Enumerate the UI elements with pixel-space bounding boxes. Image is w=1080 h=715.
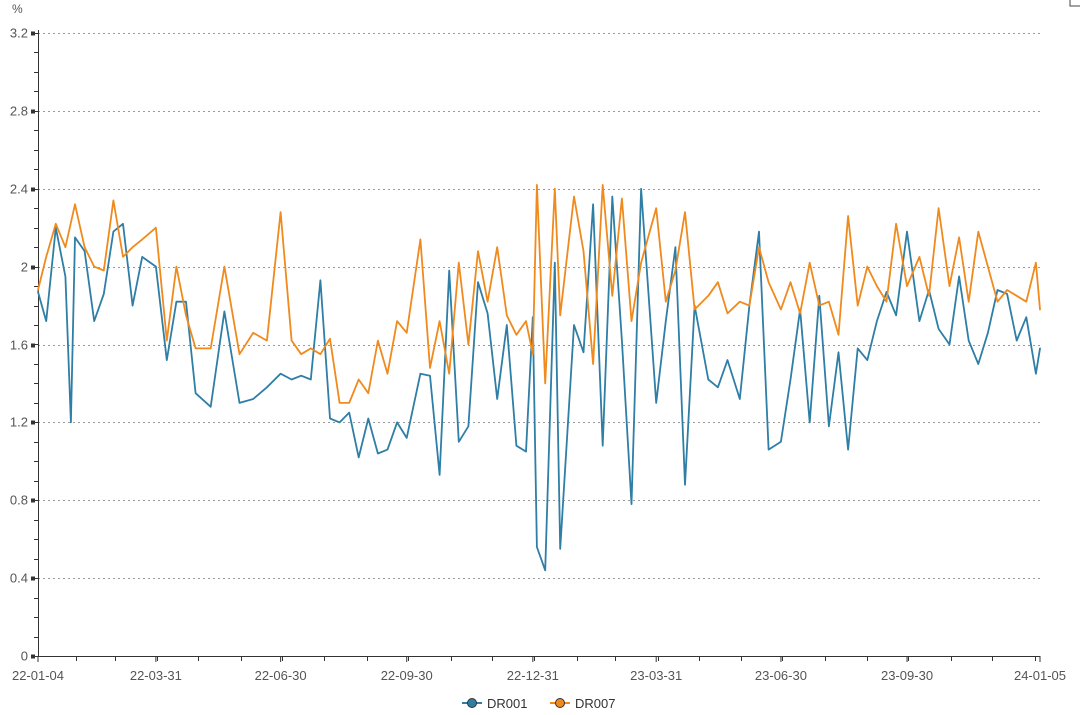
- x-tick-label: 23-06-30: [755, 668, 807, 683]
- corner-box-icon: [1069, 0, 1080, 7]
- legend-label: DR001: [487, 696, 527, 711]
- axes: 0 0.4 0.8 1.2 1.6 2 2.4 2.8 3.2 22-01-04 22-03-31 2…: [10, 26, 1066, 684]
- legend-item-dr007[interactable]: DR007: [550, 696, 615, 711]
- y-tick-label: 2: [21, 260, 28, 275]
- y-tick-label: 1.2: [10, 415, 28, 430]
- y-tick-marker: [31, 420, 35, 425]
- y-tick-marker: [31, 498, 35, 503]
- y-tick-label: 2.8: [10, 104, 28, 119]
- series-lines: [37, 183, 1041, 572]
- x-tick-label: 23-09-30: [881, 668, 933, 683]
- legend-marker-icon: [555, 698, 565, 708]
- y-tick-marker: [31, 109, 35, 114]
- x-tick-label: 22-03-31: [130, 668, 182, 683]
- y-tick-label: 3.2: [10, 26, 28, 41]
- legend[interactable]: DR001 DR007: [462, 696, 615, 711]
- legend-item-dr001[interactable]: DR001: [462, 696, 527, 711]
- y-tick-marker: [31, 343, 35, 348]
- legend-marker-icon: [467, 698, 477, 708]
- x-tick-label: 23-03-31: [630, 668, 682, 683]
- y-tick-label: 0.4: [10, 571, 28, 586]
- series-line-dr007: [37, 183, 1041, 404]
- y-tick-marker: [31, 31, 35, 36]
- y-tick-label: 2.4: [10, 182, 28, 197]
- y-tick-label: 0.8: [10, 493, 28, 508]
- x-tick-label: 22-09-30: [381, 668, 433, 683]
- gridlines: [38, 33, 1040, 579]
- x-tick-label: 24-01-05: [1014, 668, 1066, 683]
- y-tick-label: 0: [21, 649, 28, 664]
- legend-label: DR007: [575, 696, 615, 711]
- x-tick-label: 22-12-31: [507, 668, 559, 683]
- y-tick-label: 1.6: [10, 338, 28, 353]
- y-tick-marker: [31, 187, 35, 192]
- y-tick-marker: [31, 265, 35, 270]
- y-tick-marker: [31, 654, 35, 659]
- x-tick-label: 22-06-30: [255, 668, 307, 683]
- series-line-dr001: [37, 187, 1041, 572]
- y-unit-label: %: [12, 2, 23, 16]
- y-tick-marker: [31, 576, 35, 581]
- x-tick-label: 22-01-04: [12, 668, 64, 683]
